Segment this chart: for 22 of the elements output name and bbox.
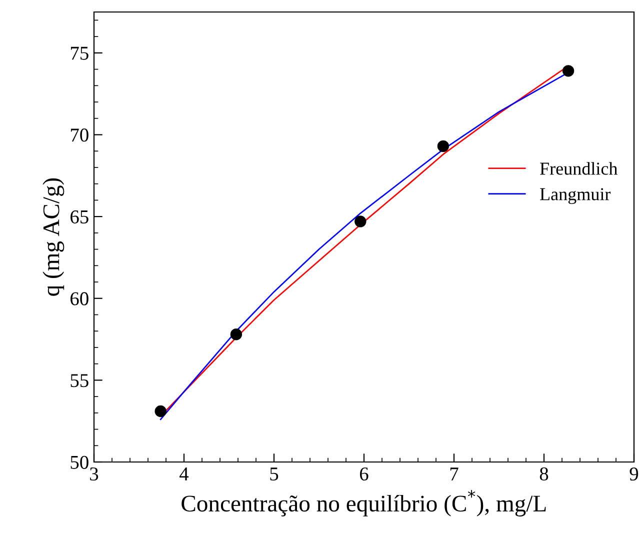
x-tick-label: 9 bbox=[630, 467, 638, 481]
y-tick-label: 70 bbox=[70, 128, 88, 142]
x-axis-title: Concentração no equilíbrio (C$^{*}$), mg/L bbox=[182, 490, 546, 516]
y-axis-title: q (mg AC/g) bbox=[42, 178, 64, 296]
y-tick-label: 50 bbox=[70, 456, 88, 469]
y-tick-label: 65 bbox=[70, 210, 88, 224]
point bbox=[354, 216, 366, 228]
x-tick-label: 3 bbox=[90, 467, 98, 481]
y-tick-label: 60 bbox=[70, 292, 88, 306]
x-tick-label: 8 bbox=[540, 467, 548, 481]
point bbox=[562, 65, 574, 77]
x-tick-label: 4 bbox=[180, 468, 189, 480]
x-tick-label: 6 bbox=[360, 467, 368, 481]
legend-label: Langmuir bbox=[540, 188, 611, 204]
y-tick-label: 75 bbox=[70, 46, 88, 60]
point bbox=[154, 405, 166, 418]
point bbox=[437, 140, 450, 152]
y-tick-label: 55 bbox=[70, 374, 88, 388]
x-tick-label: 5 bbox=[270, 468, 278, 481]
x-tick-label: 7 bbox=[450, 468, 458, 480]
point bbox=[230, 328, 242, 340]
legend-label: Freundlich bbox=[540, 162, 618, 175]
